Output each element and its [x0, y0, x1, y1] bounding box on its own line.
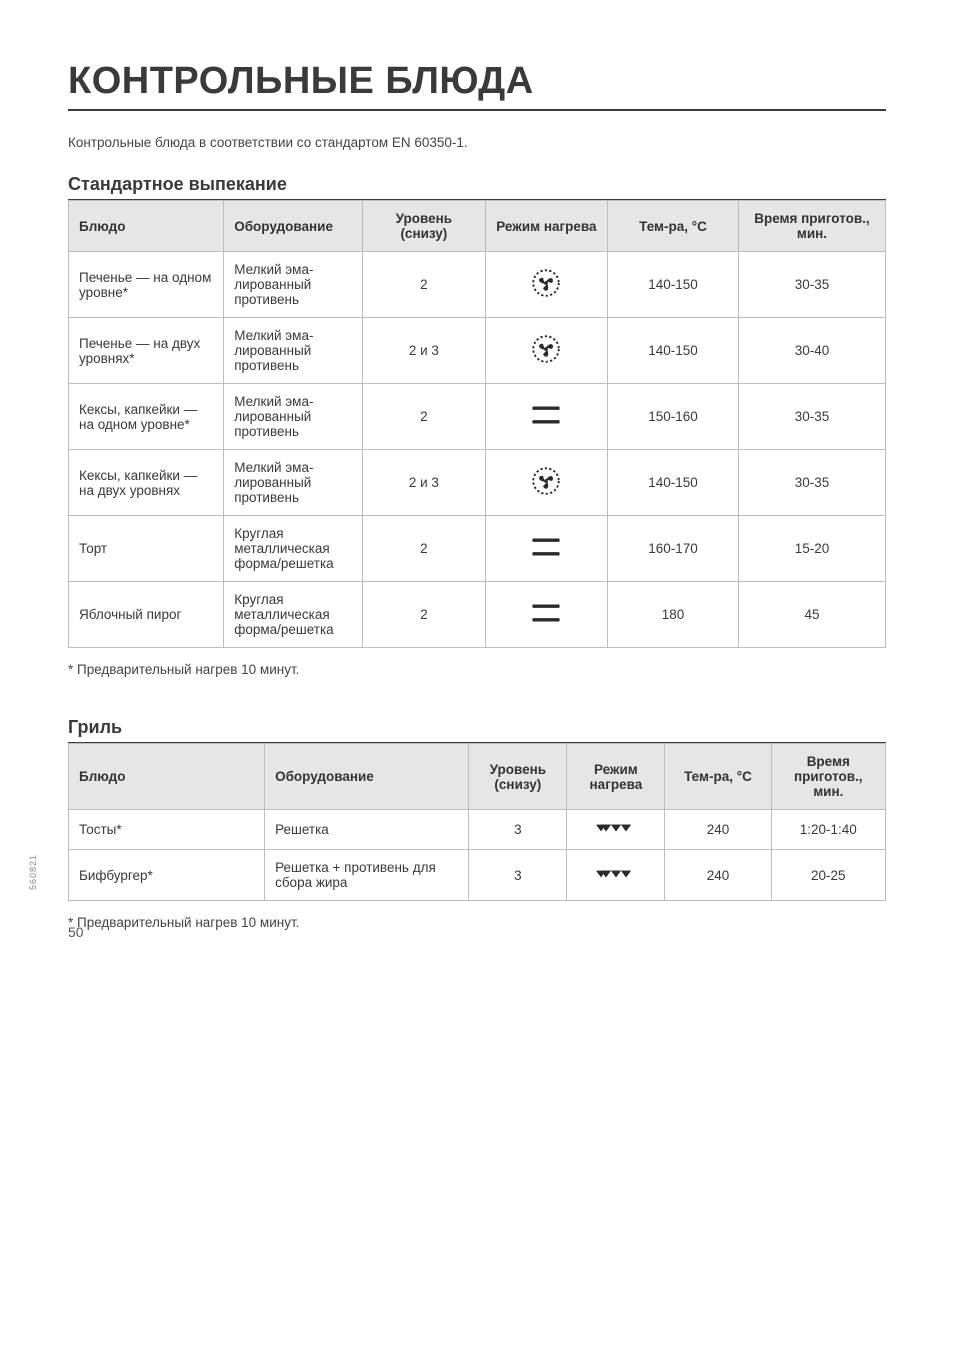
temp-cell: 140-150: [608, 318, 739, 384]
dish-cell: Кексы, капкейки — на двух уровнях: [69, 450, 224, 516]
fan-icon: [531, 466, 561, 496]
grill-table: БлюдоОборудованиеУровень (снизу)Режим на…: [68, 743, 886, 901]
temp-cell: 140-150: [608, 450, 739, 516]
column-header: Оборудова­ние: [224, 201, 363, 252]
table-row: Тосты*Решетка3 2401:20-1:40: [69, 810, 886, 850]
temp-cell: 240: [665, 810, 771, 850]
equipment-cell: Круглая металличе­ская форма/решетка: [224, 516, 363, 582]
section2-title: Гриль: [68, 717, 886, 743]
level-cell: 2: [363, 516, 486, 582]
table-row: ТортКруглая металличе­ская форма/решетка…: [69, 516, 886, 582]
conventional-icon: [529, 601, 563, 625]
dish-cell: Яблочный пирог: [69, 582, 224, 648]
conventional-icon: [529, 535, 563, 559]
column-header: Время приготов., мин.: [771, 744, 885, 810]
page-number: 50: [68, 924, 84, 940]
section1-title: Стандартное выпекание: [68, 174, 886, 200]
equipment-cell: Решетка + противень для сбора жира: [265, 850, 469, 901]
table-row: Печенье — на двух уровнях*Мелкий эма­лир…: [69, 318, 886, 384]
side-code: 560821: [28, 854, 38, 890]
column-header: Тем-ра, °C: [665, 744, 771, 810]
temp-cell: 160-170: [608, 516, 739, 582]
level-cell: 2: [363, 582, 486, 648]
conventional-icon: [529, 403, 563, 427]
dish-cell: Кексы, капкей­ки — на одном уровне*: [69, 384, 224, 450]
baking-table: БлюдоОборудова­ниеУровень (снизу)Режим н…: [68, 200, 886, 648]
grill-icon: [596, 820, 636, 836]
equipment-cell: Мелкий эма­лированный противень: [224, 252, 363, 318]
level-cell: 2 и 3: [363, 318, 486, 384]
column-header: Блюдо: [69, 744, 265, 810]
time-cell: 30-35: [738, 450, 885, 516]
mode-cell: [567, 810, 665, 850]
level-cell: 2 и 3: [363, 450, 486, 516]
fan-icon: [531, 268, 561, 298]
temp-cell: 240: [665, 850, 771, 901]
temp-cell: 180: [608, 582, 739, 648]
page-title: КОНТРОЛЬНЫЕ БЛЮДА: [68, 60, 886, 111]
time-cell: 15-20: [738, 516, 885, 582]
table-row: Кексы, капкейки — на двух уровняхМелкий …: [69, 450, 886, 516]
mode-cell: [485, 318, 608, 384]
column-header: Режим на­грева: [485, 201, 608, 252]
dish-cell: Печенье — на двух уровнях*: [69, 318, 224, 384]
mode-cell: [485, 582, 608, 648]
column-header: Блюдо: [69, 201, 224, 252]
section1-footnote: * Предварительный нагрев 10 минут.: [68, 662, 886, 677]
equipment-cell: Мелкий эма­лированный противень: [224, 450, 363, 516]
temp-cell: 150-160: [608, 384, 739, 450]
equipment-cell: Решетка: [265, 810, 469, 850]
equipment-cell: Мелкий эма­лированный противень: [224, 318, 363, 384]
level-cell: 3: [469, 850, 567, 901]
mode-cell: [567, 850, 665, 901]
dish-cell: Тосты*: [69, 810, 265, 850]
dish-cell: Бифбургер*: [69, 850, 265, 901]
table-row: Бифбургер*Решетка + противень для сбора …: [69, 850, 886, 901]
grill-icon: [596, 866, 636, 882]
dish-cell: Торт: [69, 516, 224, 582]
time-cell: 30-35: [738, 252, 885, 318]
dish-cell: Печенье — на одном уровне*: [69, 252, 224, 318]
time-cell: 1:20-1:40: [771, 810, 885, 850]
table-row: Кексы, капкей­ки — на одном уровне*Мелки…: [69, 384, 886, 450]
mode-cell: [485, 252, 608, 318]
time-cell: 45: [738, 582, 885, 648]
equipment-cell: Круглая металличе­ская форма/решетка: [224, 582, 363, 648]
table-row: Яблочный пирогКруглая металличе­ская фор…: [69, 582, 886, 648]
equipment-cell: Мелкий эма­лированный противень: [224, 384, 363, 450]
level-cell: 2: [363, 252, 486, 318]
column-header: Оборудование: [265, 744, 469, 810]
time-cell: 20-25: [771, 850, 885, 901]
mode-cell: [485, 516, 608, 582]
time-cell: 30-35: [738, 384, 885, 450]
column-header: Время при­готов., мин.: [738, 201, 885, 252]
mode-cell: [485, 384, 608, 450]
level-cell: 2: [363, 384, 486, 450]
column-header: Уровень (снизу): [469, 744, 567, 810]
intro-text: Контрольные блюда в соответствии со стан…: [68, 135, 886, 150]
column-header: Режим нагрева: [567, 744, 665, 810]
table-row: Печенье — на одном уровне*Мелкий эма­лир…: [69, 252, 886, 318]
time-cell: 30-40: [738, 318, 885, 384]
section2-footnote: * Предварительный нагрев 10 минут.: [68, 915, 886, 930]
mode-cell: [485, 450, 608, 516]
fan-icon: [531, 334, 561, 364]
column-header: Тем-ра, °C: [608, 201, 739, 252]
column-header: Уровень (снизу): [363, 201, 486, 252]
level-cell: 3: [469, 810, 567, 850]
temp-cell: 140-150: [608, 252, 739, 318]
